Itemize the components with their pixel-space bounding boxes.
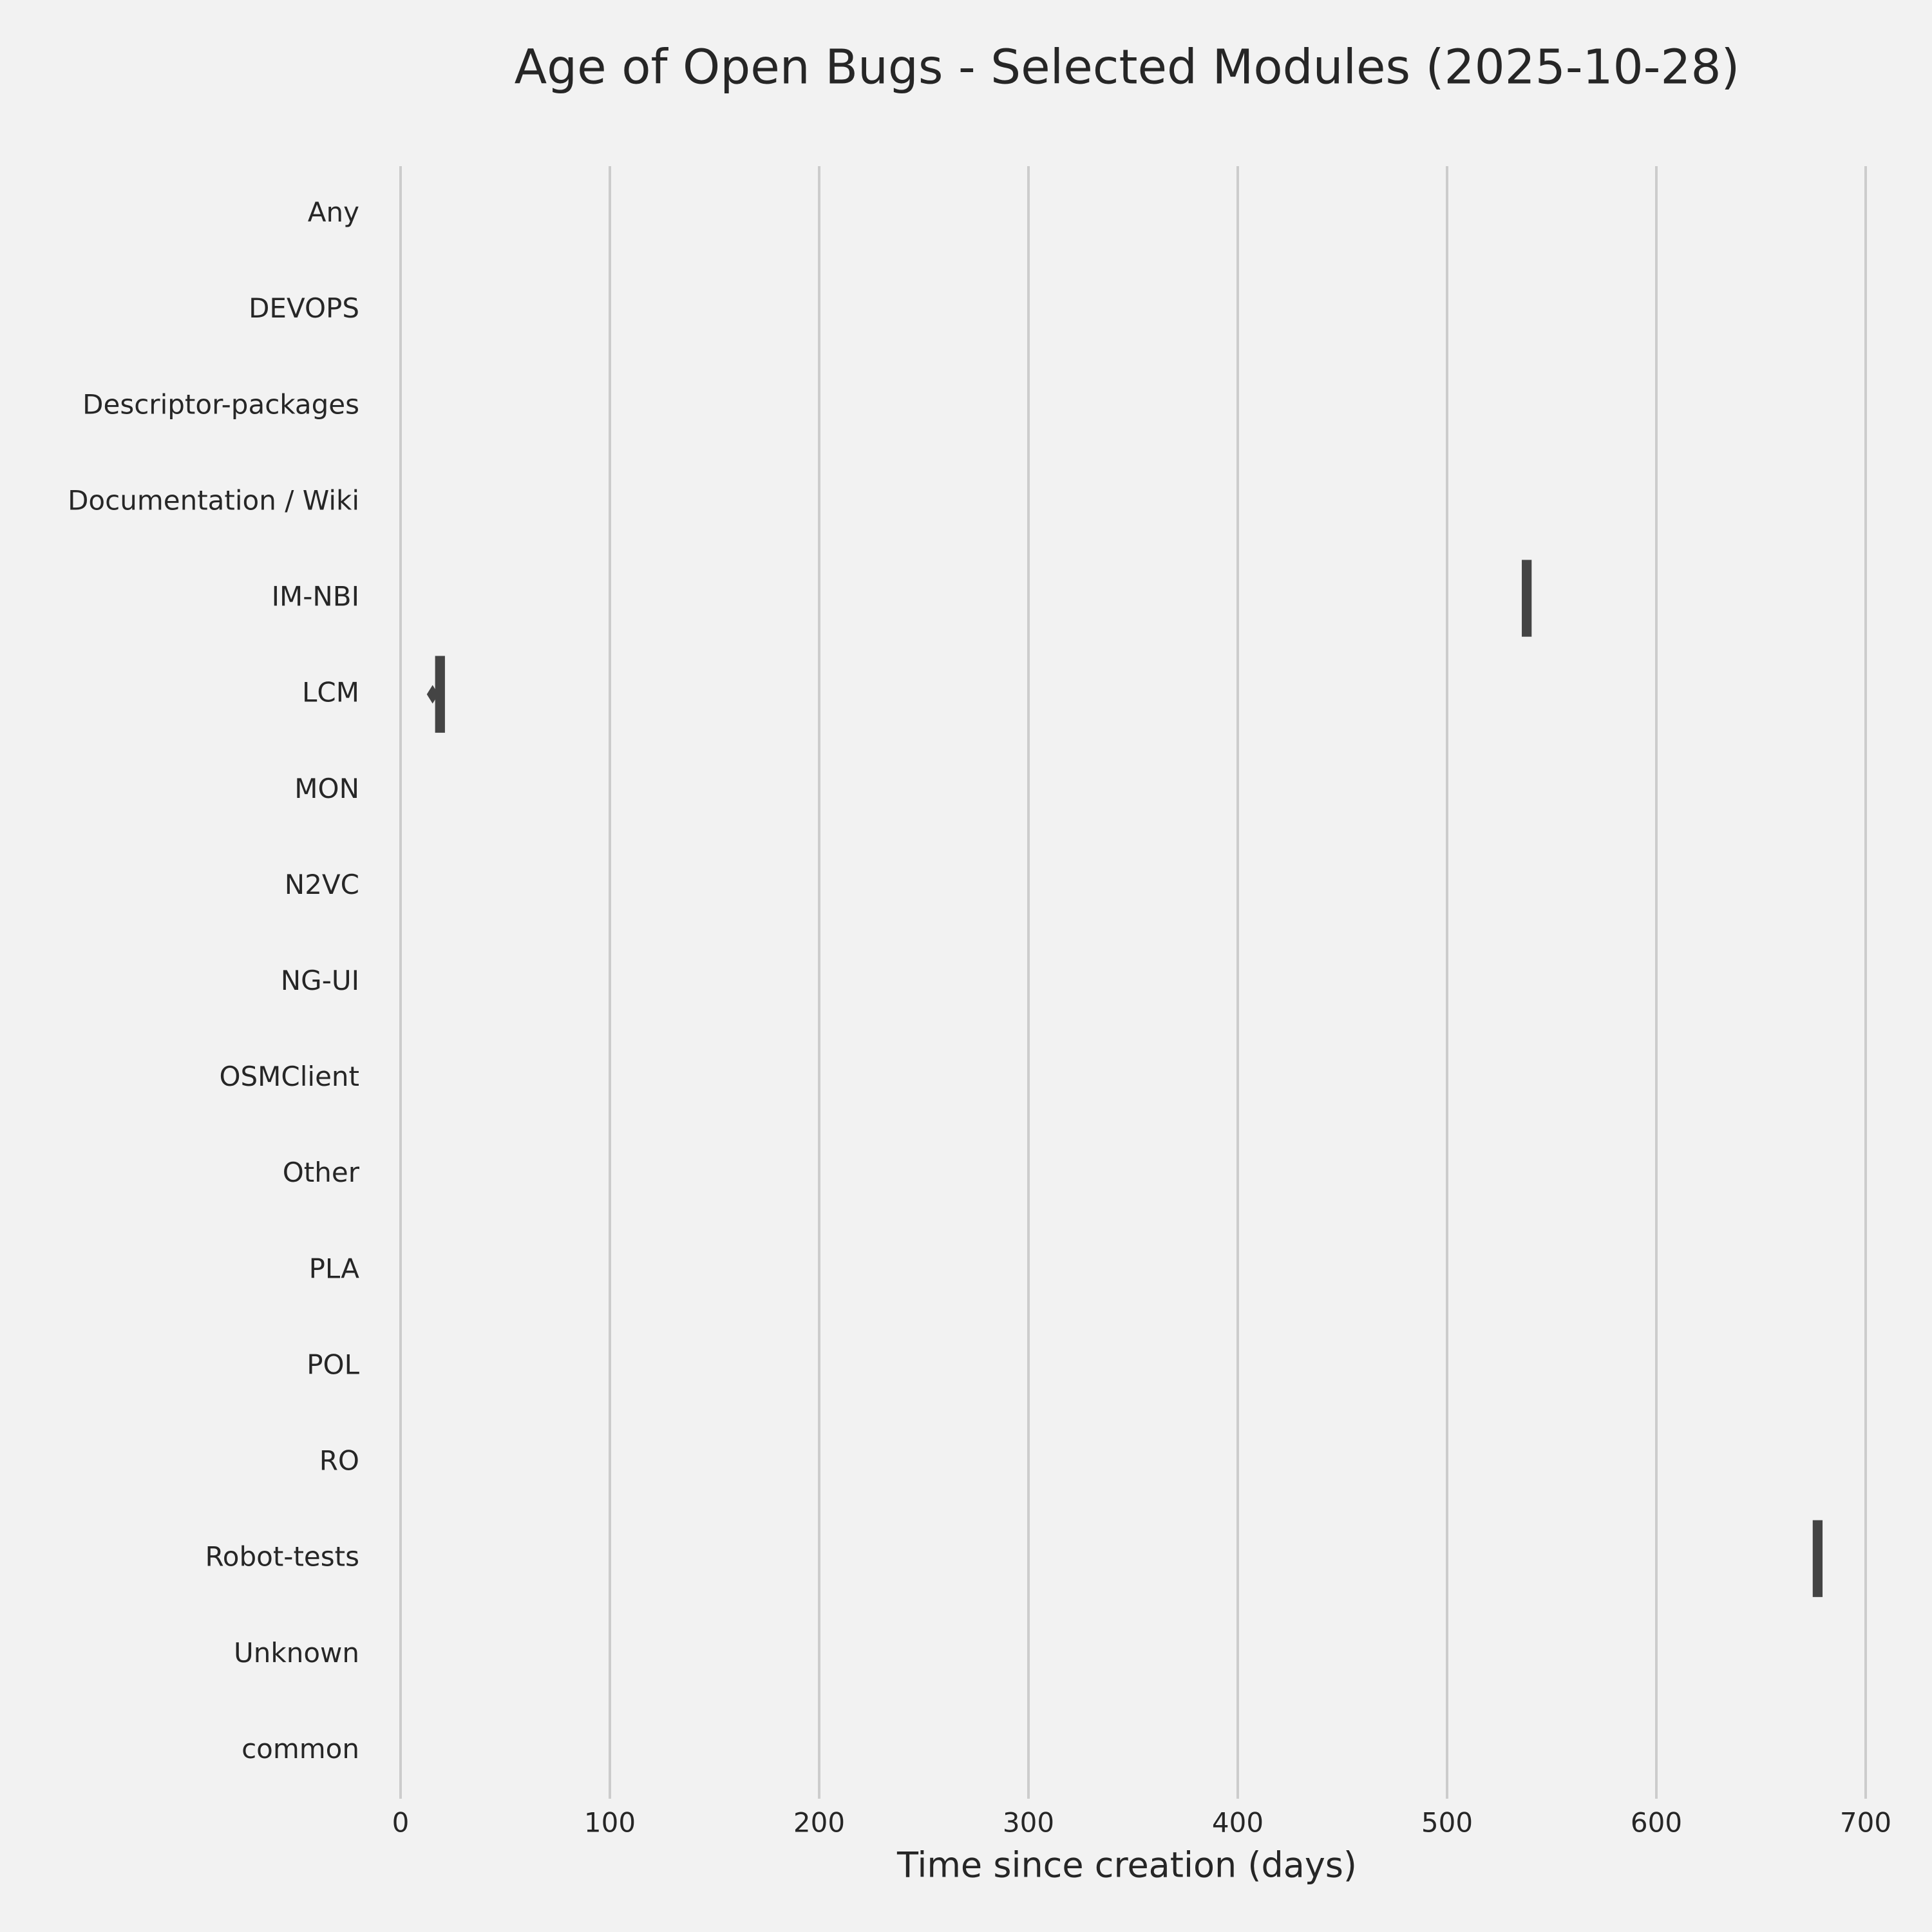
y-tick-label: Robot-tests (205, 1541, 359, 1573)
x-tick-label: 0 (392, 1807, 410, 1839)
chart-title: Age of Open Bugs - Selected Modules (202… (515, 40, 1740, 95)
y-tick-label: MON (294, 773, 359, 804)
y-tick-label: Other (283, 1157, 360, 1188)
y-tick-label: PLA (309, 1253, 360, 1284)
x-tick-label: 300 (1003, 1807, 1054, 1839)
y-tick-label: POL (307, 1349, 359, 1380)
outlier (426, 685, 439, 704)
y-tick-label: Descriptor-packages (82, 388, 359, 420)
y-tick-label: IM-NBI (272, 581, 359, 612)
y-tick-label: RO (319, 1445, 359, 1477)
x-tick-label: 600 (1631, 1807, 1682, 1839)
box (1812, 1520, 1823, 1597)
y-tick-label: common (242, 1733, 359, 1765)
y-tick-label: Unknown (234, 1637, 359, 1669)
x-tick-label: 700 (1840, 1807, 1891, 1839)
x-tick-label: 100 (584, 1807, 636, 1839)
y-tick-label: OSMClient (219, 1061, 359, 1092)
y-tick-label: LCM (302, 677, 359, 708)
box (435, 656, 445, 733)
y-tick-label: Any (308, 196, 359, 228)
x-tick-label: 500 (1421, 1807, 1473, 1839)
x-tick-label: 200 (793, 1807, 845, 1839)
y-tick-label: NG-UI (281, 965, 359, 996)
x-axis-label: Time since creation (days) (896, 1845, 1357, 1886)
x-tick-label: 400 (1212, 1807, 1264, 1839)
box (1522, 560, 1532, 637)
y-tick-label: DEVOPS (249, 292, 359, 324)
y-tick-label: Documentation / Wiki (68, 484, 359, 516)
y-tick-label: N2VC (285, 869, 359, 900)
